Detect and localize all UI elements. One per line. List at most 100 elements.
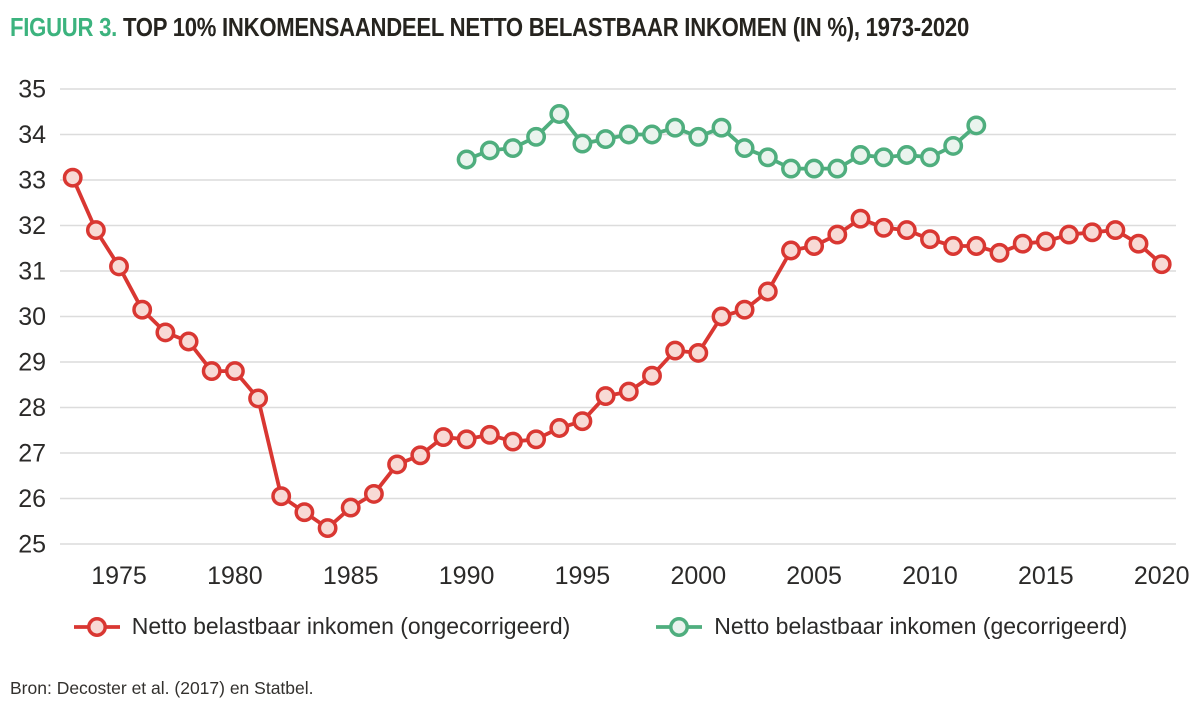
- x-tick-label: 1990: [439, 562, 495, 590]
- y-tick-label: 25: [18, 531, 46, 559]
- x-tick-label: 2010: [902, 562, 958, 590]
- data-point-1: [896, 145, 917, 165]
- data-point-0: [502, 431, 523, 452]
- data-point-1: [479, 140, 500, 161]
- figure-number: FIGUUR 3.: [10, 12, 117, 42]
- data-point-0: [456, 429, 477, 450]
- series-line-0: [70, 176, 1163, 530]
- y-tick-label: 30: [18, 303, 46, 331]
- data-point-0: [873, 217, 894, 238]
- data-point-1: [572, 133, 593, 154]
- data-point-1: [502, 138, 523, 159]
- data-point-0: [966, 236, 987, 256]
- data-point-0: [109, 256, 129, 277]
- data-point-1: [665, 117, 686, 138]
- data-point-0: [1012, 233, 1033, 254]
- data-point-0: [1082, 222, 1103, 243]
- data-point-1: [850, 145, 871, 165]
- x-tick-label: 2020: [1134, 562, 1190, 590]
- legend-item-gecorrigeerd: Netto belastbaar inkomen (gecorrigeerd): [655, 613, 1127, 640]
- data-point-0: [178, 331, 199, 352]
- x-tick-label: 2015: [1018, 562, 1074, 590]
- data-point-0: [1105, 220, 1126, 241]
- data-point-0: [85, 220, 106, 241]
- legend-label: Netto belastbaar inkomen (gecorrigeerd): [714, 613, 1128, 639]
- data-point-1: [595, 129, 616, 150]
- data-point-0: [781, 240, 801, 261]
- data-point-0: [1151, 254, 1172, 275]
- data-point-1: [757, 147, 778, 168]
- y-tick-label: 34: [18, 121, 46, 149]
- data-point-1: [920, 147, 940, 168]
- data-point-0: [595, 386, 616, 407]
- data-point-0: [387, 454, 408, 475]
- data-point-0: [549, 418, 570, 438]
- data-point-0: [734, 299, 755, 320]
- data-point-1: [966, 115, 987, 136]
- data-point-0: [294, 502, 315, 523]
- data-point-0: [665, 340, 686, 361]
- y-tick-label: 28: [18, 394, 46, 422]
- y-tick-label: 33: [18, 167, 46, 195]
- legend-marker-green-icon: [656, 616, 703, 637]
- data-point-0: [317, 518, 338, 539]
- legend-item-ongecorrigeerd: Netto belastbaar inkomen (ongecorrigeerd…: [73, 613, 571, 640]
- source-note: Bron: Decoster et al. (2017) en Statbel.: [10, 678, 314, 698]
- data-point-0: [850, 208, 871, 229]
- data-point-1: [642, 124, 662, 145]
- x-tick-label: 2005: [786, 562, 842, 590]
- data-point-0: [479, 424, 500, 445]
- data-point-0: [410, 445, 431, 466]
- figure-title-text: TOP 10% INKOMENSAANDEEL NETTO BELASTBAAR…: [122, 12, 970, 42]
- data-point-0: [642, 365, 662, 386]
- legend: Netto belastbaar inkomen (ongecorrigeerd…: [0, 613, 1200, 640]
- x-tick-label: 1995: [555, 562, 611, 590]
- y-tick-label: 29: [18, 349, 46, 377]
- x-tick-label: 1980: [207, 562, 263, 590]
- page-title: FIGUUR 3. TOP 10% INKOMENSAANDEEL NETTO B…: [10, 12, 969, 43]
- x-tick-label: 1975: [91, 562, 147, 590]
- legend-marker-red-icon: [73, 616, 120, 637]
- data-point-0: [340, 497, 361, 518]
- data-point-0: [433, 427, 454, 448]
- data-point-0: [804, 236, 825, 256]
- x-tick-label: 2000: [670, 562, 726, 590]
- data-point-0: [572, 411, 593, 432]
- data-point-0: [688, 342, 709, 363]
- data-point-1: [781, 158, 801, 179]
- data-point-0: [989, 242, 1010, 263]
- data-point-0: [1128, 233, 1149, 254]
- data-point-0: [827, 224, 848, 245]
- data-point-1: [688, 126, 709, 147]
- line-chart: 25 26 27 28 29 30 31 32 33 34 35 1975 1980 1985 1990 19…: [18, 76, 1190, 591]
- y-tick-label: 26: [18, 485, 46, 513]
- y-tick-label: 27: [18, 440, 46, 468]
- y-tick-label: 35: [18, 76, 46, 104]
- legend-label: Netto belastbaar inkomen (ongecorrigeerd…: [131, 613, 571, 639]
- data-point-0: [224, 361, 245, 382]
- data-point-0: [201, 361, 222, 382]
- y-tick-label: 31: [18, 258, 46, 286]
- data-point-0: [155, 322, 176, 343]
- y-tick-label: 32: [18, 212, 46, 240]
- data-point-0: [943, 236, 964, 256]
- data-point-0: [1059, 224, 1079, 245]
- data-point-0: [711, 306, 732, 327]
- data-point-0: [757, 281, 778, 302]
- data-point-0: [248, 388, 269, 409]
- data-point-1: [943, 135, 964, 156]
- data-point-1: [804, 158, 825, 179]
- data-point-0: [363, 483, 384, 504]
- data-point-0: [1035, 231, 1056, 252]
- data-point-0: [618, 381, 639, 402]
- data-point-0: [62, 167, 83, 188]
- data-point-0: [920, 229, 940, 250]
- data-point-1: [456, 149, 477, 170]
- data-point-0: [896, 220, 917, 241]
- data-point-1: [618, 124, 639, 145]
- data-point-1: [711, 117, 732, 138]
- data-point-1: [734, 138, 755, 159]
- data-point-0: [271, 486, 292, 507]
- data-point-0: [132, 299, 153, 320]
